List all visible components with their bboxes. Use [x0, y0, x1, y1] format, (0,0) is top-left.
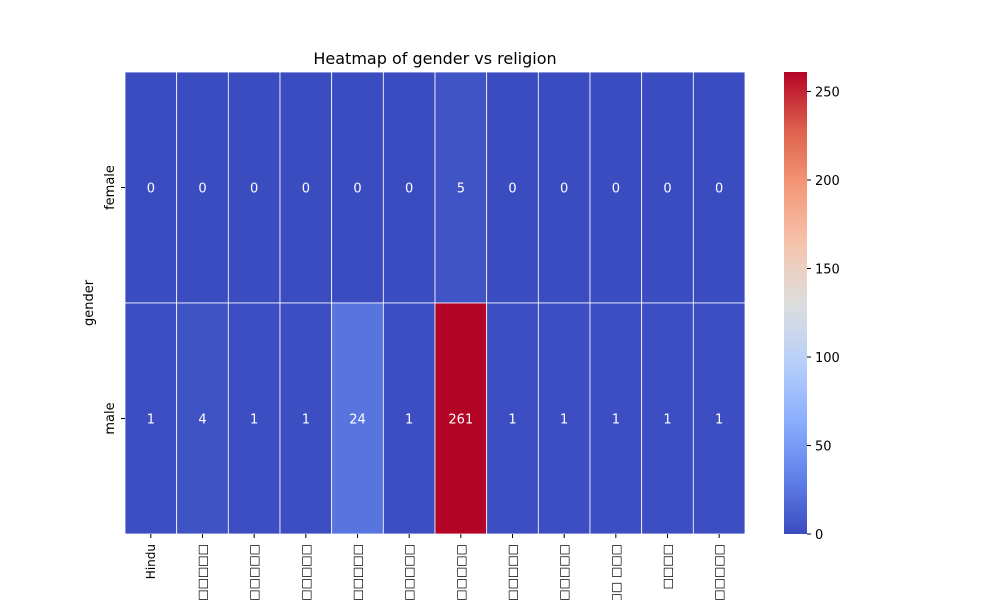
- heatmap-cell: [692, 71, 746, 304]
- cell-value-label: 0: [302, 182, 310, 197]
- x-tick-label: □□□□□□: [402, 544, 416, 600]
- heatmap-cell: [486, 302, 539, 535]
- x-axis: Hindu □□□□□ □□□□□□□ □□□□□ □□□□□ □□□□□□ □□□□□, …: [144, 534, 726, 604]
- cell-value-label: 1: [147, 413, 155, 428]
- heatmap-cell: [124, 71, 178, 304]
- heatmap-cell: [279, 302, 333, 535]
- cell-value-label: 261: [448, 413, 473, 428]
- x-tick-label: Hindu: [144, 544, 158, 579]
- x-tick-label: , □□□□□: [506, 544, 520, 600]
- heatmap-cell: [486, 71, 539, 304]
- heatmap-cell: [227, 71, 281, 304]
- heatmap-cell: [382, 71, 436, 304]
- heatmap-cells: [124, 71, 746, 535]
- colorbar-tick-label: 200: [815, 174, 840, 189]
- heatmap-cell: [176, 302, 229, 535]
- cell-value-label: 0: [198, 182, 206, 197]
- colorbar: [784, 72, 807, 534]
- x-tick-label: □ □□□□□: [557, 544, 571, 600]
- heatmap-cell: [331, 71, 384, 304]
- cell-value-label: 24: [349, 413, 366, 428]
- heatmap-cell: [382, 302, 436, 535]
- cell-value-label: 1: [405, 413, 413, 428]
- y-tick-label: male: [103, 402, 118, 434]
- cell-value-label: 1: [508, 413, 516, 428]
- x-tick-label: □□□ □□□: [609, 544, 623, 600]
- colorbar-tick-label: 150: [815, 262, 840, 277]
- cell-value-label: 5: [457, 182, 465, 197]
- y-axis-label: gender: [82, 279, 97, 326]
- colorbar-tick-label: 100: [815, 351, 840, 366]
- cell-value-label: 0: [612, 182, 620, 197]
- x-tick-label: □□□□□: [299, 544, 313, 600]
- cell-value-label: 0: [405, 182, 413, 197]
- heatmap-cell: [227, 302, 281, 535]
- heatmap-cell: [641, 302, 694, 535]
- cell-value-label: 0: [353, 182, 361, 197]
- cell-value-label: 4: [198, 413, 206, 428]
- heatmap-cell: [176, 71, 229, 304]
- cell-value-label: 0: [147, 182, 155, 197]
- cell-value-label: 1: [612, 413, 620, 428]
- x-tick-label: □□□□□: [454, 544, 468, 600]
- cell-value-label: 1: [250, 413, 258, 428]
- x-tick-label: □□□□□: [196, 544, 210, 600]
- cell-value-label: 1: [302, 413, 310, 428]
- chart-title: Heatmap of gender vs religion: [313, 49, 556, 68]
- cell-value-label: 1: [715, 413, 723, 428]
- cell-value-label: 1: [560, 413, 568, 428]
- heatmap-cell: [331, 302, 384, 535]
- cell-value-label: 0: [560, 182, 568, 197]
- colorbar-tick-label: 50: [815, 439, 832, 454]
- y-axis: female male: [103, 165, 125, 435]
- colorbar-tick-label: 0: [815, 528, 823, 543]
- y-tick-label: female: [103, 165, 118, 210]
- heatmap-cell: [124, 302, 178, 535]
- x-tick-label: □□□□□□: [712, 544, 726, 600]
- heatmap-cell: [434, 302, 488, 535]
- heatmap-cell: [279, 71, 333, 304]
- cell-value-label: 1: [663, 413, 671, 428]
- cell-value-label: 0: [715, 182, 723, 197]
- heatmap-cell: [589, 302, 643, 535]
- cell-value-label: 0: [508, 182, 516, 197]
- cell-value-label: 0: [663, 182, 671, 197]
- heatmap-cell: [692, 302, 746, 535]
- x-tick-label: □□□□□□□: [247, 544, 261, 600]
- colorbar-tick-label: 250: [815, 85, 840, 100]
- cell-annotations: 0 0 0 0 0 0 5 0 0 0 0 0 1 4 1 1 24 1 261 1 1 1 1 1: [147, 182, 724, 428]
- heatmap-cell: [589, 71, 643, 304]
- x-tick-label: □□□□: [661, 544, 675, 589]
- colorbar-ticks: 0 50 100 150 200 250: [807, 85, 840, 543]
- cell-value-label: 0: [250, 182, 258, 197]
- x-tick-label: □□□□□: [351, 544, 365, 600]
- heatmap-cell: [537, 302, 591, 535]
